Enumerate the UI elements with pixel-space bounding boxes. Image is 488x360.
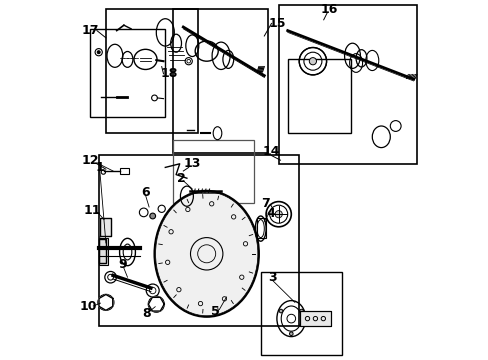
Bar (278, 5, 416, 164)
Circle shape (149, 213, 155, 219)
Bar (300, 311, 330, 326)
Bar (99, 239, 106, 263)
Circle shape (275, 211, 282, 218)
Text: 2: 2 (177, 172, 185, 185)
Ellipse shape (154, 191, 258, 317)
Bar (106, 9, 197, 133)
Text: 9: 9 (119, 258, 127, 271)
Text: 12: 12 (82, 154, 100, 167)
Bar (120, 168, 129, 174)
Polygon shape (148, 297, 164, 311)
Text: 5: 5 (211, 305, 220, 318)
Text: 6: 6 (141, 186, 149, 199)
Circle shape (279, 309, 282, 313)
Bar (99, 155, 298, 326)
Text: 7: 7 (261, 197, 269, 210)
Polygon shape (99, 294, 113, 310)
Bar (300, 311, 330, 326)
Text: 11: 11 (83, 204, 101, 217)
Circle shape (289, 332, 292, 336)
Bar (260, 272, 341, 355)
Bar (257, 218, 265, 238)
Polygon shape (100, 218, 111, 236)
Text: 18: 18 (160, 67, 177, 80)
Text: 16: 16 (320, 3, 337, 15)
Circle shape (309, 58, 316, 65)
Circle shape (299, 309, 303, 313)
Text: 8: 8 (142, 307, 151, 320)
Bar (89, 29, 165, 117)
Circle shape (164, 214, 169, 218)
Text: 1: 1 (95, 161, 104, 174)
Circle shape (97, 51, 100, 54)
Text: 14: 14 (262, 145, 280, 158)
Bar (172, 140, 253, 203)
Bar (287, 59, 350, 133)
Text: 13: 13 (183, 157, 201, 170)
Bar (172, 9, 267, 153)
Bar (99, 238, 107, 265)
Text: 3: 3 (267, 271, 276, 284)
Text: 10: 10 (79, 300, 97, 313)
Text: 4: 4 (265, 207, 274, 220)
Text: 15: 15 (267, 17, 285, 30)
Text: 17: 17 (82, 24, 100, 37)
